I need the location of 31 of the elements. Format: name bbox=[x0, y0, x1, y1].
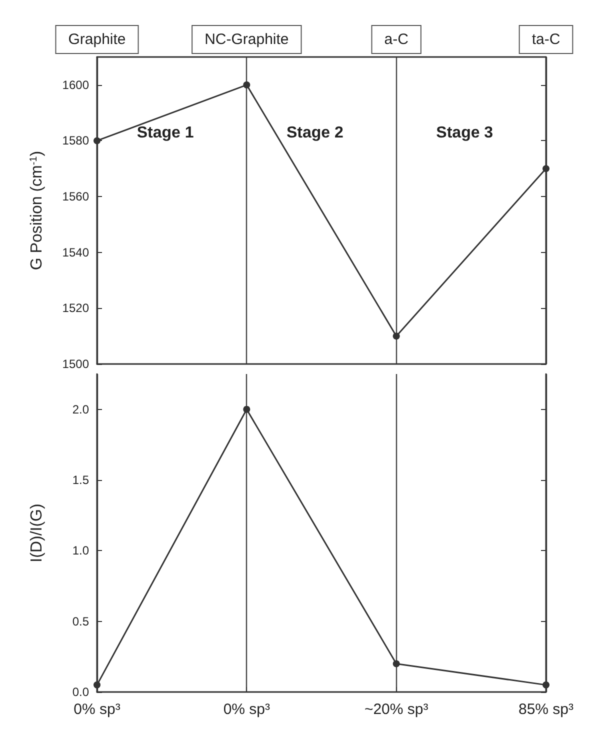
x-tick-label: a-C bbox=[384, 31, 409, 48]
x-tick-label: Graphite bbox=[68, 31, 126, 48]
point bbox=[392, 332, 400, 340]
x-tick-label: ~20% sp³ bbox=[364, 701, 428, 718]
y-tick-label: 1560 bbox=[62, 190, 90, 204]
y-tick-label: 1520 bbox=[62, 301, 90, 316]
y-tick-label: 1580 bbox=[62, 134, 90, 148]
y-tick-label: 1.0 bbox=[72, 544, 90, 558]
point bbox=[392, 660, 400, 668]
y-tick-label: 0.5 bbox=[72, 614, 90, 628]
point bbox=[542, 165, 550, 172]
y-axis-title: I(D)/I(G) bbox=[28, 504, 46, 562]
annotation: Stage 1 bbox=[136, 124, 194, 142]
point bbox=[243, 81, 250, 88]
point bbox=[542, 681, 550, 688]
y-tick-label: 2.0 bbox=[72, 402, 90, 416]
y-tick-label: 0.0 bbox=[72, 685, 90, 699]
point bbox=[243, 406, 250, 413]
y-tick-label: 1600 bbox=[62, 78, 90, 92]
x-tick-label: NC-Graphite bbox=[204, 31, 289, 48]
y-tick-label: 1540 bbox=[62, 245, 90, 260]
y-tick-label: 1500 bbox=[62, 357, 90, 371]
x-tick-label: 0% sp³ bbox=[223, 701, 270, 718]
y-tick-label: 1.5 bbox=[72, 473, 90, 487]
x-tick-label: ta-C bbox=[532, 31, 560, 48]
y-axis-title: G Position (cm-1) bbox=[28, 150, 46, 270]
x-tick-label: 0% sp³ bbox=[74, 701, 120, 718]
annotation: Stage 2 bbox=[286, 124, 344, 142]
x-tick-label: 85% sp³ bbox=[518, 701, 574, 718]
annotation: Stage 3 bbox=[436, 124, 494, 142]
point bbox=[94, 681, 100, 688]
